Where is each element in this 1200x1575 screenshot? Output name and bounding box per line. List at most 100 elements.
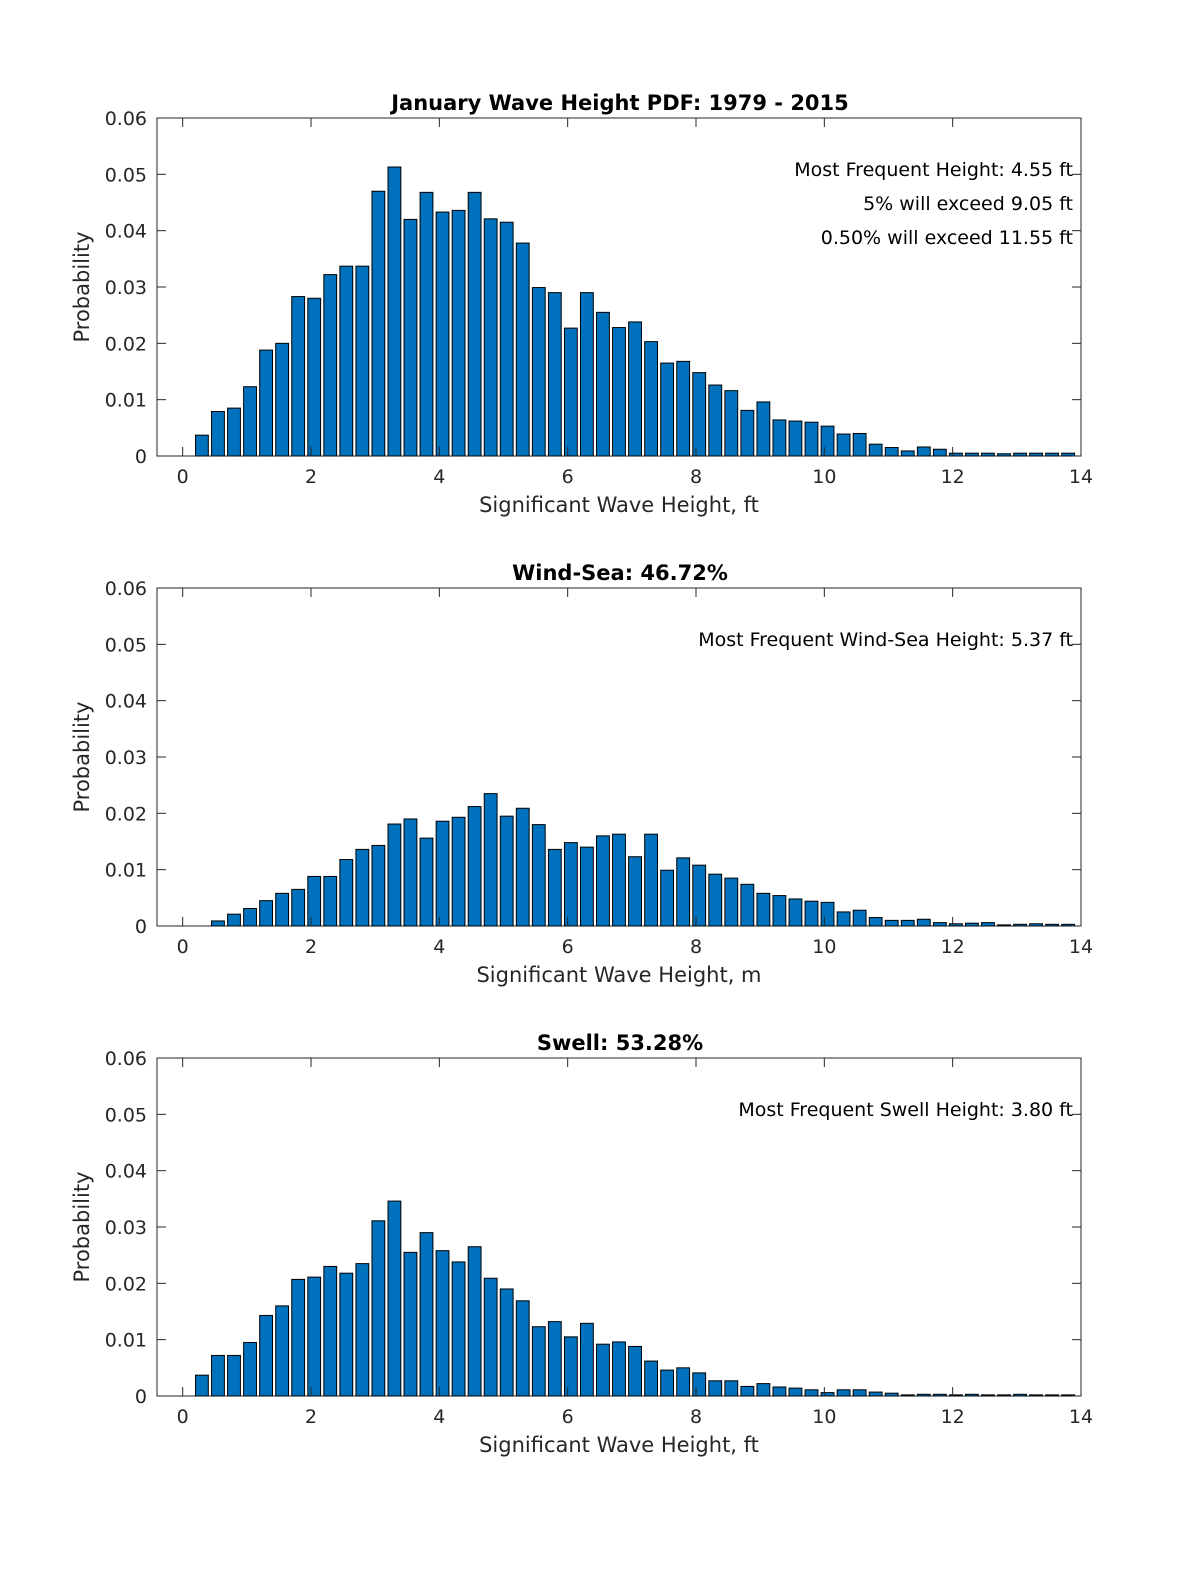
bar xyxy=(387,1200,402,1397)
x-tick-label: 8 xyxy=(690,1406,702,1428)
bar xyxy=(499,221,514,457)
bar xyxy=(195,434,209,457)
y-tick-label: 0.01 xyxy=(105,1330,147,1352)
bar xyxy=(997,924,1011,927)
chart-title: Swell: 53.28% xyxy=(537,1031,703,1055)
annotation-text: Most Frequent Swell Height: 3.80 ft xyxy=(738,1099,1073,1121)
bar xyxy=(612,1341,626,1397)
chart-panel-2: 0 2 4 6 8 10 12 14 0 0.01 0.02 0.03 0.04 0.05 0.06 Wind… xyxy=(70,561,1093,987)
bar xyxy=(708,384,723,457)
bar xyxy=(724,1380,739,1397)
y-tick-label: 0.03 xyxy=(105,277,147,299)
bar xyxy=(291,1278,306,1397)
y-tick-label: 0.06 xyxy=(105,578,147,600)
y-tick-label: 0.01 xyxy=(105,390,147,412)
bar xyxy=(580,292,594,457)
x-tick-label: 12 xyxy=(941,466,965,488)
bar xyxy=(291,888,306,927)
bar xyxy=(307,297,322,457)
y-tick-label: 0.03 xyxy=(105,747,147,769)
x-axis-label: Significant Wave Height, ft xyxy=(479,493,759,517)
y-tick-label: 0 xyxy=(135,1386,147,1408)
bar xyxy=(563,842,578,927)
x-tick-label: 6 xyxy=(562,936,574,958)
bar xyxy=(435,211,450,457)
bar xyxy=(756,401,771,457)
bar xyxy=(275,1305,290,1397)
bar xyxy=(948,923,963,927)
bar xyxy=(227,407,241,457)
bar xyxy=(243,908,257,927)
bar xyxy=(467,1246,482,1397)
y-axis-label: Probability xyxy=(70,231,94,342)
bar xyxy=(644,1360,658,1397)
bar xyxy=(740,883,755,927)
bar xyxy=(227,913,241,927)
bar xyxy=(515,1300,530,1397)
x-tick-label: 4 xyxy=(433,1406,445,1428)
bar xyxy=(852,1389,867,1397)
bar xyxy=(291,296,306,457)
y-tick-label: 0.06 xyxy=(105,1048,147,1070)
bar xyxy=(531,1326,546,1397)
x-tick-label: 10 xyxy=(812,466,836,488)
bar xyxy=(451,816,466,927)
bar xyxy=(836,1389,851,1397)
bar xyxy=(1045,452,1060,457)
x-tick-label: 14 xyxy=(1069,1406,1093,1428)
bar xyxy=(339,859,354,927)
bar xyxy=(900,450,915,457)
bar xyxy=(1013,1393,1027,1397)
bar xyxy=(563,327,578,457)
annotation-text: 0.50% will exceed 11.55 ft xyxy=(821,227,1073,249)
bar xyxy=(275,342,290,457)
bar xyxy=(628,321,642,457)
bar xyxy=(788,1387,803,1397)
y-tick-label: 0.02 xyxy=(105,333,147,355)
bar xyxy=(932,1393,947,1397)
bar xyxy=(1061,923,1076,927)
bar xyxy=(708,873,723,927)
bar xyxy=(820,425,835,457)
bar xyxy=(275,892,290,927)
bar xyxy=(1029,923,1044,927)
x-tick-label: 6 xyxy=(562,466,574,488)
bar xyxy=(644,833,658,927)
bar xyxy=(756,1383,771,1397)
bar xyxy=(563,1336,578,1397)
bar xyxy=(644,341,658,457)
bar xyxy=(467,806,482,927)
bar xyxy=(1061,452,1076,457)
bar xyxy=(676,1367,691,1397)
y-tick-label: 0 xyxy=(135,916,147,938)
bar xyxy=(724,877,739,927)
bar xyxy=(451,209,466,457)
y-tick-label: 0.05 xyxy=(105,164,147,186)
bar xyxy=(243,386,257,457)
bar xyxy=(419,191,434,457)
bar xyxy=(900,1394,915,1397)
bar xyxy=(339,265,354,457)
bar xyxy=(836,911,851,927)
bar xyxy=(740,1385,755,1397)
bar xyxy=(804,900,819,927)
bar xyxy=(884,447,899,457)
x-tick-label: 4 xyxy=(433,466,445,488)
y-axis-label: Probability xyxy=(70,1171,94,1282)
bar xyxy=(371,844,386,927)
y-tick-label: 0.02 xyxy=(105,803,147,825)
bar xyxy=(243,1341,257,1397)
bar xyxy=(804,1389,819,1397)
x-tick-label: 8 xyxy=(690,466,702,488)
bar xyxy=(852,909,867,927)
bar xyxy=(692,372,707,457)
x-axis-label: Significant Wave Height, m xyxy=(476,963,761,987)
x-tick-label: 14 xyxy=(1069,466,1093,488)
bar xyxy=(692,864,707,927)
bar xyxy=(499,1288,514,1397)
bar xyxy=(355,265,370,457)
bar xyxy=(371,190,386,457)
bar xyxy=(948,1394,963,1397)
bar xyxy=(435,820,450,927)
bar xyxy=(916,918,931,927)
